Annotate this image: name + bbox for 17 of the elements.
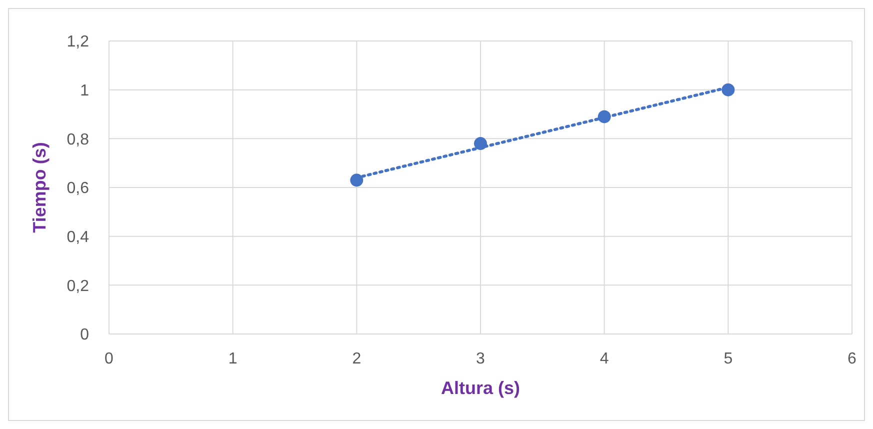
y-tick-label: 1 <box>80 82 90 100</box>
x-tick-label: 3 <box>476 350 486 368</box>
x-tick-label: 1 <box>228 350 238 368</box>
y-axis-title: Tiempo (s) <box>29 142 50 233</box>
y-tick-label: 0,6 <box>66 180 90 198</box>
x-tick-label: 5 <box>724 350 733 368</box>
x-axis-title: Altura (s) <box>440 378 520 398</box>
x-tick-label: 2 <box>352 350 362 368</box>
x-tick-label: 6 <box>848 350 857 368</box>
y-tick-label: 0,4 <box>66 229 90 246</box>
x-tick-label: 4 <box>600 350 609 368</box>
x-tick-label: 0 <box>104 350 114 368</box>
y-tick-label: 0 <box>80 326 90 344</box>
y-tick-label: 1,2 <box>66 34 90 51</box>
y-tick-label: 0,2 <box>66 278 90 295</box>
y-tick-label: 0,8 <box>66 131 90 148</box>
point <box>722 83 735 96</box>
